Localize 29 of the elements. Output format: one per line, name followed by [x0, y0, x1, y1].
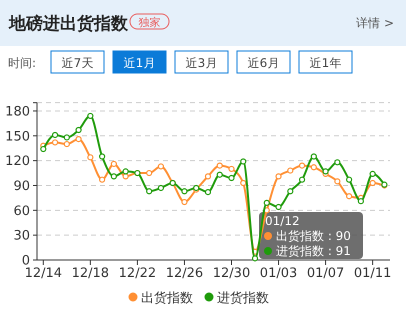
- x-tick-label: 01/11: [354, 266, 392, 281]
- x-tick-label: 12/22: [118, 266, 156, 281]
- y-tick-label: 90: [13, 178, 30, 194]
- y-tick-label: 60: [13, 204, 30, 219]
- text: 近7天: [62, 56, 94, 70]
- x-tick-label: 12/18: [72, 266, 110, 281]
- x-tick-label: 01/07: [306, 266, 344, 281]
- y-tick-label: 30: [13, 228, 30, 244]
- x-tick-label: 12/26: [166, 266, 204, 281]
- text: 近6月: [248, 56, 280, 70]
- x-tick-label: 01/03: [260, 266, 298, 281]
- x-tick-label: 12/14: [24, 266, 62, 281]
- text: 独家: [138, 16, 160, 29]
- annotation: 进货指数 : 91: [276, 244, 351, 258]
- y-tick-label: 120: [5, 154, 30, 170]
- legend-label: 出货指数: [141, 291, 193, 306]
- text: 近1月: [124, 56, 156, 70]
- y-tick-label: 0: [22, 254, 30, 268]
- y-tick-label: 150: [5, 129, 30, 144]
- y-tick-label: 180: [5, 104, 30, 120]
- text: 近3月: [186, 56, 218, 70]
- text: 近1年: [310, 56, 342, 70]
- text: 详情 >: [356, 16, 394, 30]
- chart-title: 地磅进出货指数: [8, 14, 129, 34]
- text: 时间:: [8, 56, 36, 70]
- legend-label: 进货指数: [217, 291, 269, 306]
- annotation: 01/12: [265, 214, 300, 228]
- x-tick-label: 12/30: [212, 266, 250, 281]
- annotation: 出货指数 : 90: [276, 229, 351, 243]
